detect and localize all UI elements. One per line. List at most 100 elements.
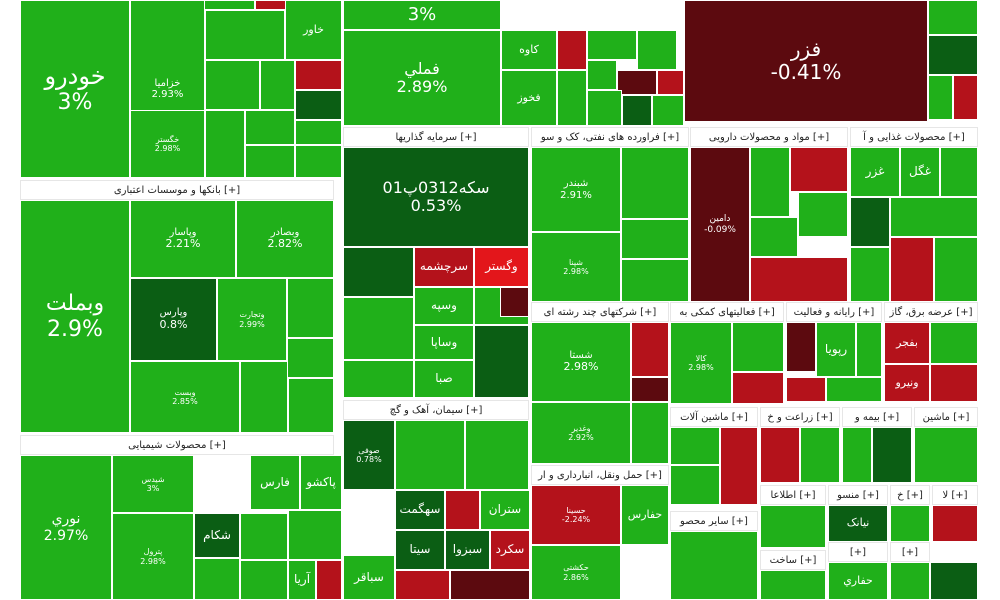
stock-tile-unlabeled[interactable] bbox=[240, 513, 288, 560]
sector-header[interactable]: [+] زراعت و خ bbox=[760, 407, 840, 427]
stock-tile[interactable]: وغدیر 2.92% bbox=[531, 402, 631, 464]
stock-tile[interactable]: فخوز bbox=[501, 70, 557, 126]
stock-tile-unlabeled[interactable] bbox=[760, 505, 826, 548]
stock-tile-unlabeled[interactable] bbox=[872, 427, 912, 483]
stock-tile[interactable]: فزر -0.41% bbox=[684, 0, 928, 122]
stock-tile-unlabeled[interactable] bbox=[953, 75, 978, 120]
stock-tile-unlabeled[interactable] bbox=[245, 145, 295, 178]
sector-header[interactable]: [+] ساخت bbox=[760, 550, 826, 570]
stock-tile-unlabeled[interactable] bbox=[732, 372, 784, 404]
stock-tile-unlabeled[interactable] bbox=[928, 35, 978, 75]
stock-tile-unlabeled[interactable] bbox=[890, 505, 930, 542]
stock-tile[interactable]: نوري 2.97% bbox=[20, 455, 112, 600]
stock-tile[interactable]: شپنا 2.98% bbox=[531, 232, 621, 302]
sector-header[interactable]: [+] bbox=[828, 542, 888, 562]
stock-tile-unlabeled[interactable] bbox=[621, 219, 689, 259]
stock-tile-unlabeled[interactable] bbox=[652, 95, 684, 126]
stock-tile[interactable]: 3% bbox=[343, 0, 501, 30]
stock-tile-unlabeled[interactable] bbox=[928, 0, 978, 35]
stock-tile-unlabeled[interactable] bbox=[205, 10, 285, 60]
stock-tile[interactable]: ستران bbox=[480, 490, 530, 530]
stock-tile-unlabeled[interactable] bbox=[670, 465, 720, 505]
sector-header[interactable]: [+] محصولات شیمیایی bbox=[20, 435, 334, 455]
stock-tile[interactable]: وبصادر 2.82% bbox=[236, 200, 334, 278]
stock-tile-unlabeled[interactable] bbox=[670, 531, 758, 600]
stock-tile-unlabeled[interactable] bbox=[826, 377, 882, 402]
stock-tile[interactable]: فارس bbox=[250, 455, 300, 510]
stock-tile-unlabeled[interactable] bbox=[205, 60, 260, 110]
stock-tile-unlabeled[interactable] bbox=[343, 247, 414, 297]
stock-tile-unlabeled[interactable] bbox=[343, 360, 414, 398]
sector-header[interactable]: [+] فراورده های نفتی، کک و سو bbox=[531, 127, 689, 147]
sector-header[interactable]: [+] محصولات غذایی و آ bbox=[850, 127, 978, 147]
stock-tile[interactable]: سکرد bbox=[490, 530, 530, 570]
stock-tile[interactable]: فملي 2.89% bbox=[343, 30, 501, 126]
stock-tile[interactable]: وپارس 0.8% bbox=[130, 278, 217, 361]
stock-tile-unlabeled[interactable] bbox=[842, 427, 872, 483]
stock-tile[interactable]: پاکشو bbox=[300, 455, 342, 510]
stock-tile-unlabeled[interactable] bbox=[240, 560, 288, 600]
stock-tile-unlabeled[interactable] bbox=[621, 147, 689, 219]
stock-tile-unlabeled[interactable] bbox=[631, 402, 669, 464]
stock-tile[interactable]: خودرو 3% bbox=[20, 0, 130, 178]
stock-tile[interactable]: سبزوا bbox=[445, 530, 490, 570]
stock-tile-unlabeled[interactable] bbox=[786, 322, 816, 372]
sector-header[interactable]: [+] شرکتهای چند رشته ای bbox=[531, 302, 669, 322]
stock-tile-unlabeled[interactable] bbox=[720, 427, 758, 505]
stock-tile-unlabeled[interactable] bbox=[295, 120, 342, 145]
stock-tile[interactable]: وسپه bbox=[414, 287, 474, 325]
stock-tile-unlabeled[interactable] bbox=[557, 30, 587, 70]
stock-tile[interactable]: شستا 2.98% bbox=[531, 322, 631, 402]
stock-tile-unlabeled[interactable] bbox=[637, 30, 677, 70]
sector-header[interactable]: [+] ماشین آلات bbox=[670, 407, 758, 427]
stock-tile-unlabeled[interactable] bbox=[934, 237, 978, 302]
stock-tile-unlabeled[interactable] bbox=[621, 259, 689, 302]
stock-tile-unlabeled[interactable] bbox=[205, 110, 245, 178]
stock-tile-unlabeled[interactable] bbox=[500, 287, 529, 317]
stock-tile[interactable]: سیتا bbox=[395, 530, 445, 570]
sector-header[interactable]: [+] ساير محصو bbox=[670, 511, 758, 531]
stock-tile[interactable]: سرچشمه bbox=[414, 247, 474, 287]
stock-tile[interactable]: غگل bbox=[900, 147, 940, 197]
stock-tile[interactable]: رپویا bbox=[816, 322, 856, 377]
sector-header[interactable]: [+] سرمایه گذاریها bbox=[343, 127, 529, 147]
stock-tile[interactable]: صوفی 0.78% bbox=[343, 420, 395, 490]
stock-tile-unlabeled[interactable] bbox=[940, 147, 978, 197]
stock-tile-unlabeled[interactable] bbox=[631, 377, 669, 402]
stock-tile-unlabeled[interactable] bbox=[587, 90, 622, 126]
sector-header[interactable]: [+] فعالیتهای کمکی به bbox=[670, 302, 784, 322]
stock-tile[interactable]: حفاري bbox=[828, 562, 888, 600]
stock-tile-unlabeled[interactable] bbox=[798, 192, 848, 237]
stock-tile-unlabeled[interactable] bbox=[750, 217, 798, 257]
sector-header[interactable]: [+] bbox=[890, 542, 930, 562]
stock-tile-unlabeled[interactable] bbox=[295, 90, 342, 120]
stock-tile-unlabeled[interactable] bbox=[287, 278, 334, 338]
sector-header[interactable]: [+] سیمان، آهک و گچ bbox=[343, 400, 529, 420]
stock-tile-unlabeled[interactable] bbox=[287, 338, 334, 378]
stock-tile-unlabeled[interactable] bbox=[914, 427, 978, 483]
stock-tile-unlabeled[interactable] bbox=[617, 70, 657, 95]
stock-tile[interactable]: وتجارت 2.99% bbox=[217, 278, 287, 361]
stock-tile[interactable]: سکه0312پ01 0.53% bbox=[343, 147, 529, 247]
sector-header[interactable]: [+] خ bbox=[890, 485, 930, 505]
stock-tile-unlabeled[interactable] bbox=[450, 570, 530, 600]
stock-tile-unlabeled[interactable] bbox=[800, 427, 840, 483]
sector-header[interactable]: [+] لا bbox=[932, 485, 978, 505]
stock-tile-unlabeled[interactable] bbox=[850, 247, 890, 302]
stock-tile[interactable]: وبست 2.85% bbox=[130, 361, 240, 433]
stock-tile-unlabeled[interactable] bbox=[750, 147, 790, 217]
stock-tile-unlabeled[interactable] bbox=[587, 60, 617, 90]
stock-tile-unlabeled[interactable] bbox=[445, 490, 480, 530]
stock-tile[interactable]: خگستر 2.98% bbox=[130, 110, 205, 178]
stock-tile-unlabeled[interactable] bbox=[928, 75, 953, 120]
stock-tile[interactable]: کالا 2.98% bbox=[670, 322, 732, 404]
stock-tile-unlabeled[interactable] bbox=[557, 70, 587, 126]
stock-tile-unlabeled[interactable] bbox=[657, 70, 684, 95]
sector-header[interactable]: [+] اطلاعا bbox=[760, 485, 826, 505]
stock-tile[interactable]: نیانک bbox=[828, 505, 888, 542]
stock-tile-unlabeled[interactable] bbox=[631, 322, 669, 377]
stock-tile[interactable]: شکام bbox=[194, 513, 240, 558]
stock-tile-unlabeled[interactable] bbox=[316, 560, 342, 600]
stock-tile-unlabeled[interactable] bbox=[474, 325, 529, 398]
stock-tile[interactable]: وساپا bbox=[414, 325, 474, 360]
